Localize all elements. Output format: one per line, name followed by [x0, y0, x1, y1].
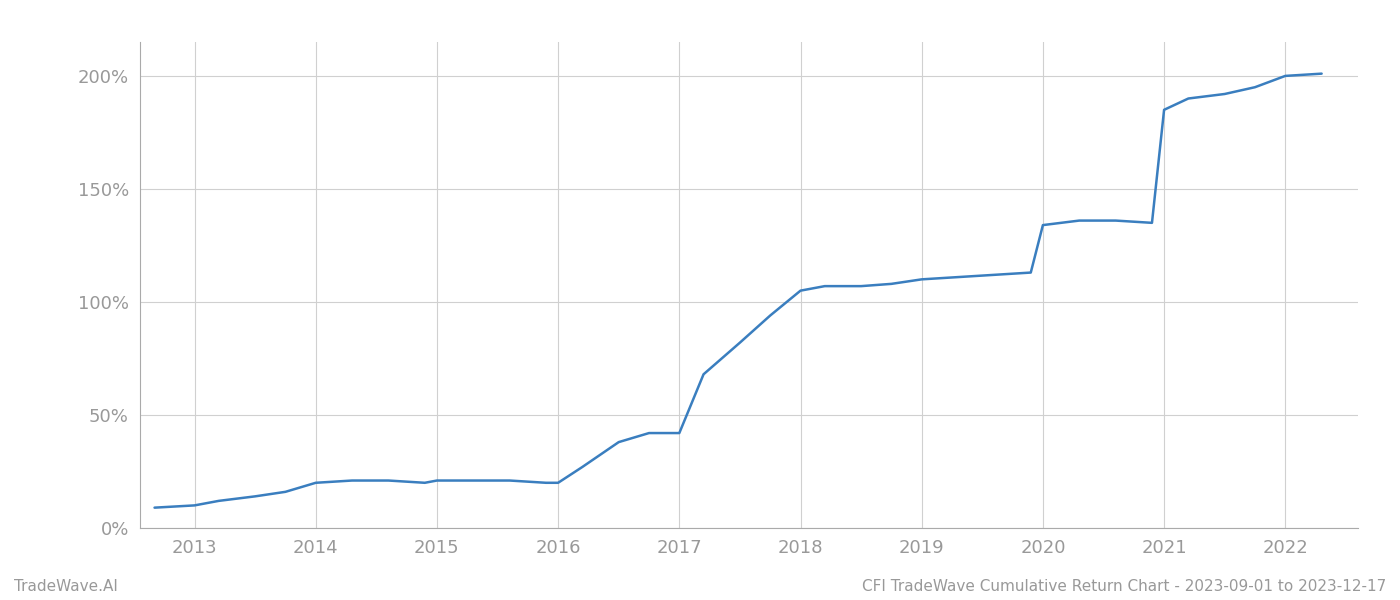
- Text: TradeWave.AI: TradeWave.AI: [14, 579, 118, 594]
- Text: CFI TradeWave Cumulative Return Chart - 2023-09-01 to 2023-12-17: CFI TradeWave Cumulative Return Chart - …: [862, 579, 1386, 594]
